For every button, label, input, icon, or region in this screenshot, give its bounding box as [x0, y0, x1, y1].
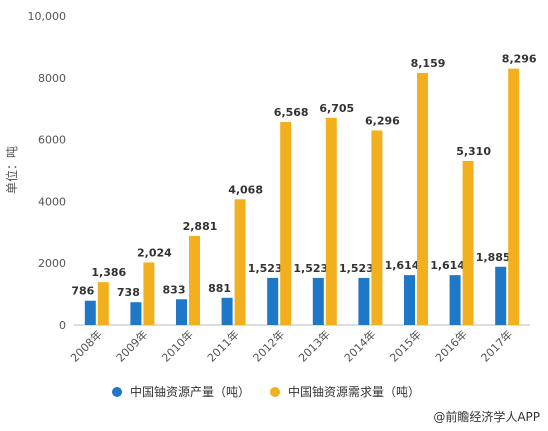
x-tick-label: 2016年 — [432, 327, 469, 364]
y-tick-label: 0 — [59, 319, 66, 332]
bar-demand — [189, 235, 200, 325]
legend-swatch — [270, 387, 280, 397]
bar-demand — [280, 122, 292, 325]
data-label: 6,296 — [365, 114, 400, 127]
x-tick-label: 2008年 — [67, 327, 104, 364]
bar-production — [84, 300, 96, 325]
y-tick-label: 10,000 — [28, 10, 67, 23]
x-tick-label: 2013年 — [295, 327, 332, 364]
x-tick-label: 2010年 — [159, 327, 196, 364]
y-tick-label: 6000 — [38, 134, 66, 147]
bar-demand — [97, 282, 109, 325]
x-tick-group: 2011年 — [204, 327, 241, 364]
data-label: 1,523 — [339, 262, 374, 275]
y-axis-title: 单位：吨 — [4, 146, 19, 194]
y-axis-ticks: 0 2000 4000 6000 8000 10,000 — [28, 10, 67, 332]
x-tick-group: 2013年 — [295, 327, 332, 364]
data-label: 5,310 — [456, 145, 491, 158]
bar-demand — [234, 199, 246, 325]
bar-production — [221, 297, 233, 325]
data-label: 738 — [117, 286, 140, 299]
bar-demand — [417, 72, 428, 325]
x-tick-label: 2012年 — [250, 327, 287, 364]
data-label: 4,068 — [228, 183, 263, 196]
data-label: 1,885 — [476, 251, 511, 264]
bar-production — [358, 277, 370, 325]
data-label: 6,568 — [274, 106, 309, 119]
x-tick-label: 2009年 — [113, 327, 150, 364]
x-tick-group: 2014年 — [341, 327, 378, 364]
x-tick-group: 2008年 — [67, 327, 104, 364]
data-label: 2,024 — [137, 246, 172, 259]
y-tick-label: 2000 — [38, 257, 66, 270]
bar-production — [449, 275, 461, 325]
bar-demand — [508, 68, 520, 326]
bar-production — [495, 266, 507, 325]
x-tick-group: 2010年 — [159, 327, 196, 364]
x-tick-group: 2009年 — [113, 327, 150, 364]
bar-production — [176, 299, 187, 325]
data-label: 8,296 — [502, 53, 537, 66]
x-tick-group: 2016年 — [432, 327, 469, 364]
bar-production — [130, 302, 142, 325]
legend-swatch — [112, 387, 122, 397]
bar-demand — [371, 130, 383, 325]
y-tick-label: 8000 — [38, 72, 66, 85]
x-tick-label: 2011年 — [204, 327, 241, 364]
data-label: 881 — [208, 282, 231, 295]
x-tick-group: 2012年 — [250, 327, 287, 364]
x-tick-group: 2017年 — [478, 327, 515, 364]
x-tick-group: 2015年 — [387, 327, 424, 364]
x-tick-label: 2015年 — [387, 327, 424, 364]
data-label: 8,159 — [411, 57, 446, 70]
data-label: 833 — [163, 283, 186, 296]
x-tick-label: 2014年 — [341, 327, 378, 364]
y-axis-title-group: 单位：吨 — [4, 146, 19, 194]
data-label: 1,614 — [385, 259, 420, 272]
data-label: 1,614 — [430, 259, 465, 272]
legend-label: 中国铀资源需求量（吨） — [288, 384, 420, 399]
bars: 786 738 833 881 1,523 1,523 1,523 1,614 1,614 1,8… — [71, 53, 537, 326]
y-tick-label: 4000 — [38, 195, 66, 208]
data-label: 2,881 — [183, 220, 218, 233]
data-label: 1,386 — [91, 266, 126, 279]
data-label: 6,705 — [319, 102, 354, 115]
legend: 中国铀资源产量（吨） 中国铀资源需求量（吨） — [112, 384, 420, 399]
data-label: 786 — [71, 285, 94, 298]
bar-demand — [325, 117, 337, 326]
x-tick-label: 2017年 — [478, 327, 515, 364]
bar-demand — [462, 160, 474, 325]
legend-label: 中国铀资源产量（吨） — [130, 384, 250, 399]
bar-production — [312, 277, 324, 325]
bar-production — [404, 275, 415, 325]
data-label: 1,523 — [248, 262, 283, 275]
data-label: 1,523 — [293, 262, 328, 275]
source-credit: @前瞻经济学人APP — [433, 410, 540, 424]
x-axis-ticks: 2008年 2009年 2010年 2011年 2012年 2013年 2014年 2015年… — [67, 327, 515, 364]
bar-demand — [143, 262, 155, 325]
bar-production — [267, 277, 279, 325]
